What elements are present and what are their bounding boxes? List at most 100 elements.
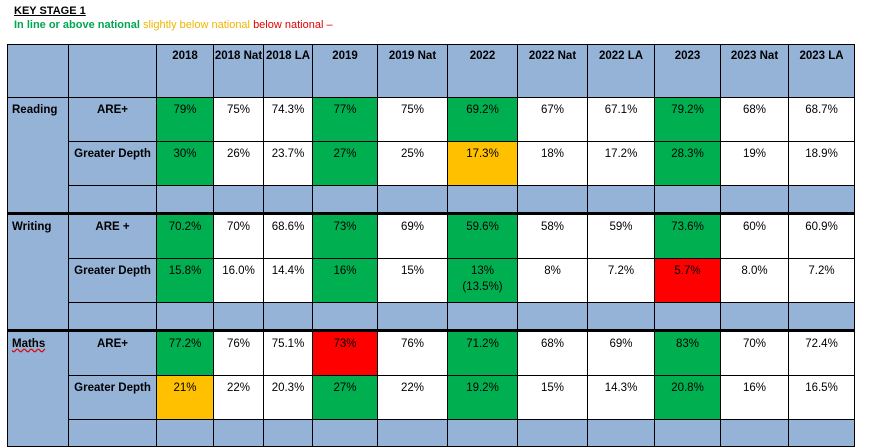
data-cell: 15% (517, 375, 588, 420)
column-header: 2019 (312, 44, 378, 98)
data-cell: 67.1% (587, 97, 655, 142)
spacer-row (8, 419, 855, 447)
data-cell: 68% (720, 97, 789, 142)
data-cell: 73.6% (654, 212, 721, 259)
data-cell: 21% (156, 375, 214, 420)
data-cell: 68.6% (263, 212, 313, 259)
data-cell: 67% (517, 97, 588, 142)
data-cell: 69% (377, 212, 448, 259)
spacer-cell (654, 185, 721, 214)
spacer-cell (156, 185, 214, 214)
table-row: Greater Depth 21% 22% 20.3% 27% 22% 19.2% 15% 14… (8, 375, 855, 420)
spacer-cell (788, 419, 855, 447)
subject-label: Maths (7, 329, 69, 447)
data-cell: 7.2% (788, 258, 855, 303)
data-cell: 19.2% (447, 375, 518, 420)
spacer-cell (213, 185, 264, 214)
spacer-cell (312, 419, 378, 447)
data-cell: 20.3% (263, 375, 313, 420)
metric-label: Greater Depth (68, 141, 157, 186)
spacer-cell (156, 419, 214, 447)
legend-green: In line or above national (14, 19, 140, 31)
spacer-cell (720, 302, 789, 331)
data-cell: 16% (312, 258, 378, 303)
header-blank-cell (7, 44, 69, 98)
data-cell: 70% (720, 329, 789, 376)
subject-name: Maths (12, 338, 46, 350)
spacer-cell (377, 419, 448, 447)
data-cell: 28.3% (654, 141, 721, 186)
header-row: 2018 2018 Nat 2018 LA 2019 2019 Nat 2022 2022 … (7, 44, 855, 98)
column-header: 2018 (156, 44, 214, 98)
data-cell: 15.8% (156, 258, 214, 303)
data-cell: 59.6% (447, 212, 518, 259)
data-cell: 71.2% (447, 329, 518, 376)
spacer-cell (654, 419, 721, 447)
table-row: Maths ARE+ 77.2% 76% 75.1% 73% 76% 71.2% 68% 69% 8… (7, 329, 855, 447)
spacer-cell (517, 419, 588, 447)
column-header: 2023 (654, 44, 721, 98)
table-row: Greater Depth 30% 26% 23.7% 27% 25% 17.3% 18% 17… (8, 141, 855, 186)
data-cell: 79% (156, 97, 214, 142)
spacer-cell (156, 302, 214, 331)
data-cell: 22% (213, 375, 264, 420)
subject-name: Writing (12, 221, 52, 233)
data-cell: 77% (312, 97, 378, 142)
data-cell: 73% (312, 329, 378, 376)
data-cell: 83% (654, 329, 721, 376)
data-cell: 68.7% (788, 97, 855, 142)
data-cell: 72.4% (788, 329, 855, 376)
data-cell: 76% (377, 329, 448, 376)
data-cell: 17.3% (447, 141, 518, 186)
column-header: 2018 Nat (213, 44, 264, 98)
spacer-cell (213, 302, 264, 331)
data-cell: 8% (517, 258, 588, 303)
data-cell: 8.0% (720, 258, 789, 303)
data-cell: 22% (377, 375, 448, 420)
column-header: 2022 (447, 44, 518, 98)
spacer-cell (263, 302, 313, 331)
data-cell: 18.9% (788, 141, 855, 186)
column-header: 2022 Nat (517, 44, 588, 98)
spacer-cell (213, 419, 264, 447)
data-cell: 77.2% (156, 329, 214, 376)
spacer-cell (377, 302, 448, 331)
data-cell: 16.0% (213, 258, 264, 303)
data-cell: 17.2% (587, 141, 655, 186)
results-table: 2018 2018 Nat 2018 LA 2019 2019 Nat 2022 2022 … (7, 44, 855, 447)
color-legend: In line or above national slightly below… (14, 19, 333, 31)
spacer-cell (68, 302, 157, 331)
page-title: KEY STAGE 1 (14, 5, 86, 17)
spacer-cell (68, 419, 157, 447)
spacer-cell (517, 302, 588, 331)
data-cell: 20.8% (654, 375, 721, 420)
spacer-cell (720, 185, 789, 214)
data-cell: 73% (312, 212, 378, 259)
data-cell: 14.3% (587, 375, 655, 420)
spacer-row (8, 302, 855, 331)
data-cell: 14.4% (263, 258, 313, 303)
legend-yellow: slightly below national (142, 19, 250, 31)
column-header: 2023 Nat (720, 44, 789, 98)
spacer-cell (447, 302, 518, 331)
spacer-cell (720, 419, 789, 447)
column-header: 2019 Nat (377, 44, 448, 98)
metric-label: Greater Depth (68, 258, 157, 303)
data-cell: 70% (213, 212, 264, 259)
subject-label: Reading (7, 97, 69, 214)
table-row: Reading ARE+ 79% 75% 74.3% 77% 75% 69.2% 67% 67.1… (7, 97, 855, 214)
legend-red: below national – (253, 19, 333, 31)
column-header: 2023 LA (788, 44, 855, 98)
metric-label: Greater Depth (68, 375, 157, 420)
spacer-cell (788, 185, 855, 214)
data-cell: 30% (156, 141, 214, 186)
metric-label: ARE + (68, 212, 157, 259)
data-cell: 25% (377, 141, 448, 186)
spacer-cell (68, 185, 157, 214)
subject-name: Reading (12, 104, 58, 116)
spacer-cell (377, 185, 448, 214)
data-cell: 58% (517, 212, 588, 259)
metric-label: ARE+ (68, 329, 157, 376)
data-cell: 75% (377, 97, 448, 142)
data-cell: 68% (517, 329, 588, 376)
